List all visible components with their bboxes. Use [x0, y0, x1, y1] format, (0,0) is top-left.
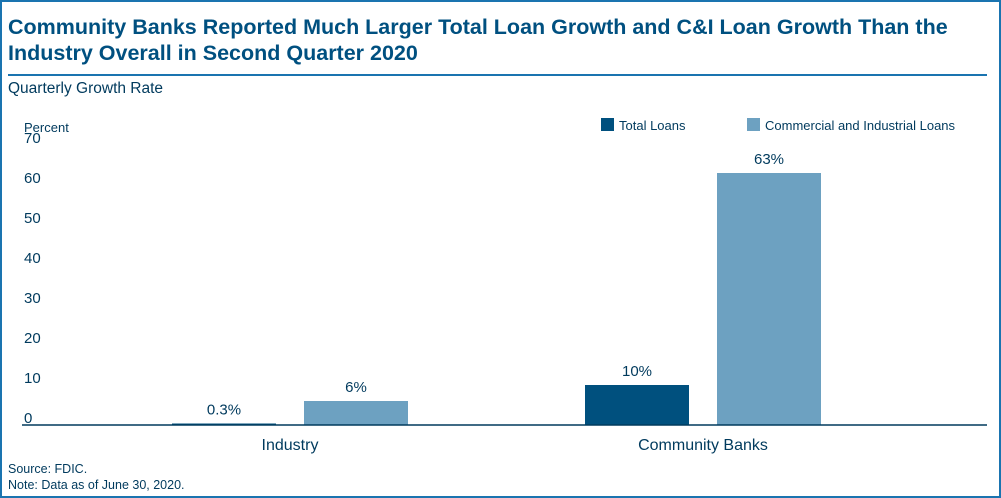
bar-ci-loans-1 — [717, 173, 821, 425]
data-labels: 0.3% 6% 10% 63% — [207, 151, 784, 419]
y-tick-label: 50 — [24, 210, 41, 227]
title-divider — [8, 74, 987, 76]
y-tick-label: 30 — [24, 290, 41, 307]
y-tick-label: 10 — [24, 370, 41, 387]
x-category-label: Community Banks — [638, 437, 768, 454]
x-axis-category-labels: Industry Community Banks — [262, 437, 768, 454]
legend-label: Total Loans — [619, 118, 686, 133]
bar-total-loans-1 — [585, 385, 689, 425]
bar-ci-loans-0 — [304, 401, 408, 425]
chart-title: Community Banks Reported Much Larger Tot… — [8, 15, 948, 65]
legend-label: Commercial and Industrial Loans — [765, 118, 956, 133]
x-category-label: Industry — [262, 437, 319, 454]
legend: Total Loans Commercial and Industrial Loa… — [601, 118, 956, 133]
data-label: 63% — [754, 151, 784, 168]
y-tick-label: 0 — [24, 410, 32, 427]
y-tick-label: 20 — [24, 330, 41, 347]
chart-subtitle: Quarterly Growth Rate — [8, 80, 164, 97]
data-note: Note: Data as of June 30, 2020. — [8, 478, 185, 492]
y-tick-label: 40 — [24, 250, 41, 267]
source-note: Source: FDIC. — [8, 462, 88, 476]
y-axis-ticks: 0 10 20 30 40 50 60 70 — [24, 130, 41, 427]
data-label: 6% — [345, 379, 367, 396]
y-tick-label: 70 — [24, 130, 41, 147]
legend-swatch — [601, 118, 614, 131]
y-axis-unit-label: Percent — [24, 120, 69, 135]
bars — [172, 173, 821, 425]
y-tick-label: 60 — [24, 170, 41, 187]
legend-swatch — [747, 118, 760, 131]
data-label: 0.3% — [207, 402, 241, 419]
data-label: 10% — [622, 363, 652, 380]
